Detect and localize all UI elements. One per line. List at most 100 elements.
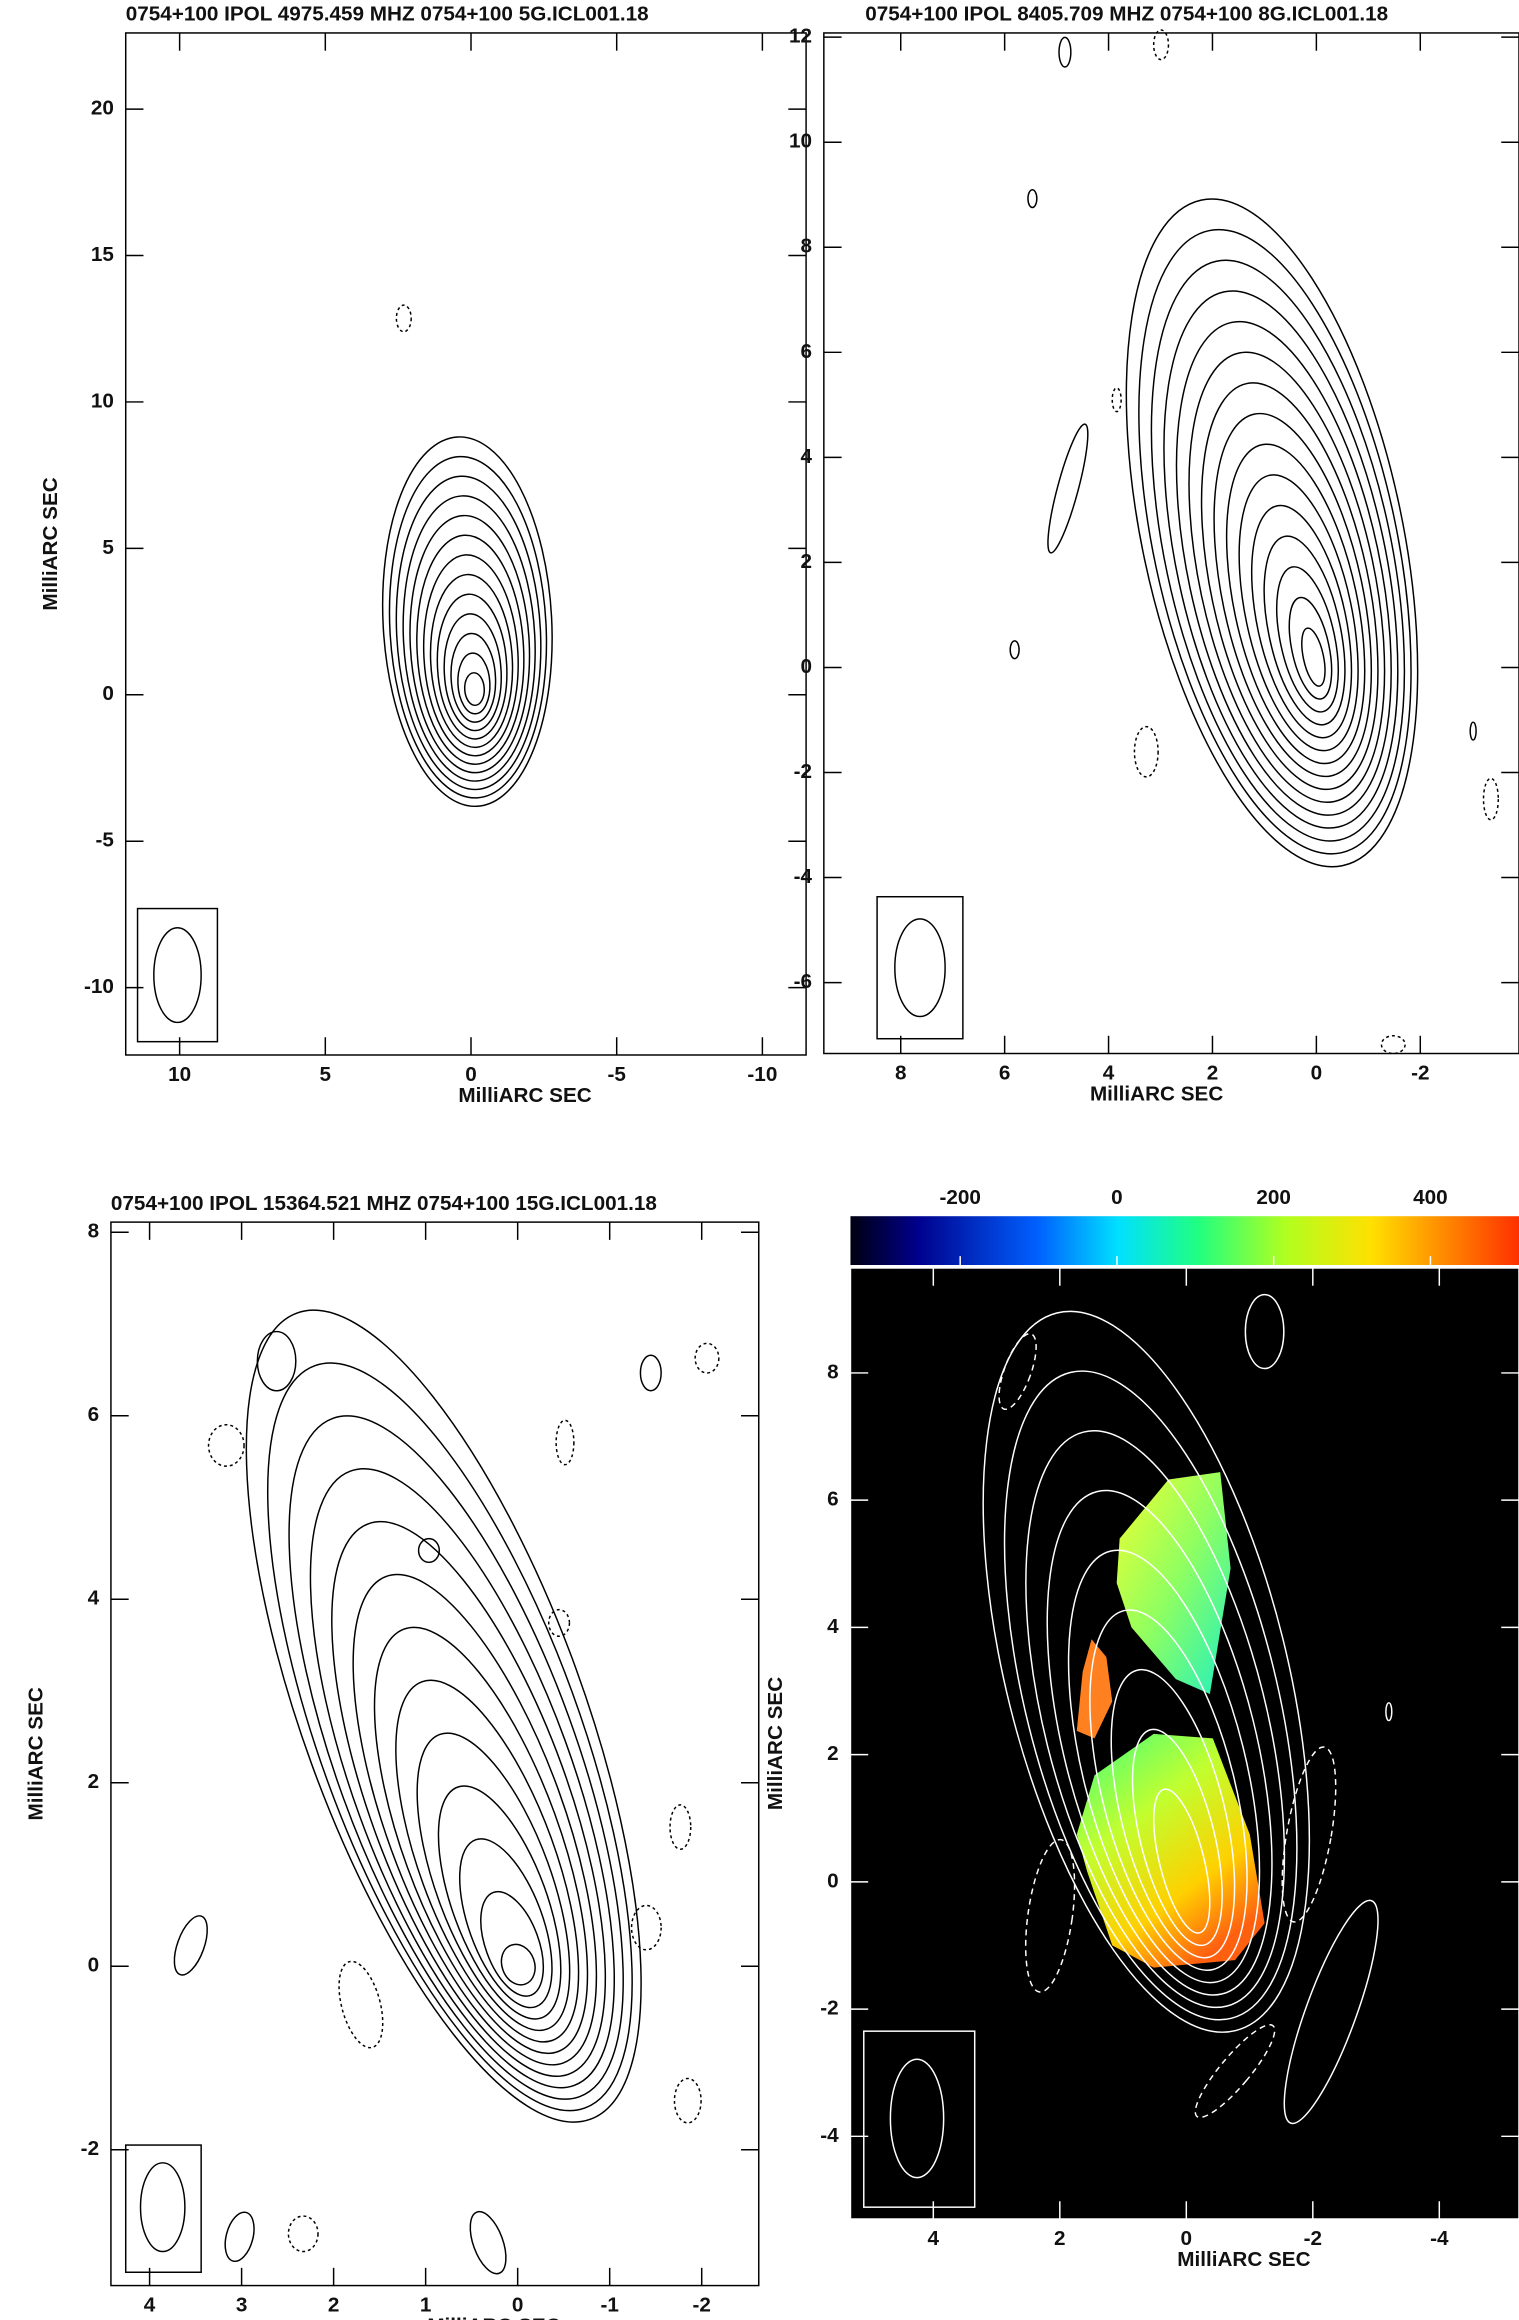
page: 1050-5-10-10-5051015200754+100 IPOL 4975… <box>0 0 1519 2320</box>
contour <box>1106 238 1450 864</box>
beam <box>141 2163 185 2252</box>
x-tick-label: 2 <box>1054 2227 1066 2250</box>
y-axis-label: MilliARC SEC <box>764 1677 787 1810</box>
contour <box>1010 641 1019 659</box>
x-axis-label: MilliARC SEC <box>458 1084 591 1107</box>
contour <box>396 305 411 332</box>
x-tick-label: -10 <box>747 1063 777 1086</box>
colorbar-tick-label: 200 <box>1256 1186 1291 1209</box>
x-tick-label: 10 <box>168 1063 191 1086</box>
y-axis-label: MilliARC SEC <box>39 477 62 610</box>
contour <box>275 1490 662 2108</box>
x-tick-label: -2 <box>1304 2227 1322 2250</box>
beam <box>895 919 945 1017</box>
colorbar-tick-label: -200 <box>939 1186 980 1209</box>
y-tick-label: 6 <box>800 340 812 363</box>
y-tick-label: -4 <box>794 865 813 888</box>
y-tick-label: 8 <box>827 1360 839 1383</box>
contour <box>1138 303 1430 835</box>
contour <box>1154 335 1420 820</box>
contour <box>330 1602 631 2078</box>
x-tick-label: 0 <box>512 2294 524 2317</box>
x-tick-label: 4 <box>928 2227 940 2250</box>
contour <box>441 1827 571 2019</box>
x-tick-label: 4 <box>144 2294 156 2317</box>
y-tick-label: 8 <box>800 235 812 258</box>
contour <box>331 1957 391 2053</box>
y-tick-label: 4 <box>800 445 812 468</box>
x-tick-label: -4 <box>1430 2227 1449 2250</box>
x-tick-label: 1 <box>420 2294 432 2317</box>
contour <box>1134 727 1158 777</box>
contour <box>386 1715 602 2049</box>
contour <box>1041 422 1095 556</box>
y-tick-label: 4 <box>827 1615 839 1638</box>
y-tick-label: -10 <box>84 975 114 998</box>
y-tick-label: 10 <box>789 130 812 153</box>
panel-title: 0754+100 IPOL 15364.521 MHZ 0754+100 15G… <box>111 1192 657 1215</box>
y-tick-label: 0 <box>88 1954 100 1977</box>
contour <box>674 2078 701 2122</box>
y-tick-label: -5 <box>95 829 113 852</box>
contour <box>193 1321 708 2152</box>
colorbar-tick-label: 0 <box>1111 1186 1123 1209</box>
contour <box>1154 30 1169 60</box>
x-tick-label: 0 <box>465 1063 477 1086</box>
contour <box>695 1343 719 1373</box>
x-tick-label: 5 <box>320 1063 332 1086</box>
y-tick-label: 2 <box>827 1742 839 1765</box>
y-tick-label: 12 <box>789 25 812 48</box>
x-tick-label: 4 <box>1103 1062 1115 1085</box>
y-axis-label: MilliARC SEC <box>24 1687 47 1820</box>
contour <box>220 2209 259 2264</box>
y-tick-label: 6 <box>827 1488 839 1511</box>
contour <box>468 1883 555 2004</box>
y-tick-label: 4 <box>88 1587 100 1610</box>
contour <box>165 1265 722 2167</box>
x-tick-label: 2 <box>1207 1062 1219 1085</box>
x-axis-label: MilliARC SEC <box>1090 1082 1223 1105</box>
panel-title: 0754+100 IPOL 4975.459 MHZ 0754+100 5G.I… <box>126 3 649 26</box>
y-tick-label: 15 <box>91 243 114 266</box>
y-tick-label: 0 <box>827 1869 839 1892</box>
contour <box>1265 561 1349 717</box>
contour <box>640 1355 661 1390</box>
figure: 1050-5-10-10-5051015200754+100 IPOL 4975… <box>0 0 1519 2320</box>
contour <box>257 1332 295 1391</box>
contour <box>1470 722 1476 740</box>
beam-box <box>126 2145 201 2272</box>
contour <box>303 1546 647 2093</box>
contour <box>670 1805 691 1849</box>
y-tick-label: 10 <box>91 389 114 412</box>
contour <box>449 632 498 723</box>
y-tick-label: -2 <box>81 2137 99 2160</box>
y-tick-label: -2 <box>820 1997 838 2020</box>
x-tick-label: 8 <box>895 1062 907 1085</box>
contour <box>220 1377 692 2137</box>
plot-frame <box>111 1222 759 2285</box>
beam <box>154 928 201 1023</box>
x-tick-label: 0 <box>1311 1062 1323 1085</box>
y-tick-label: -4 <box>820 2124 839 2147</box>
contour <box>168 1912 214 1979</box>
x-tick-label: 6 <box>999 1062 1011 1085</box>
y-tick-label: 6 <box>88 1403 100 1426</box>
panel-title: 0754+100 IPOL 8405.709 MHZ 0754+100 8G.I… <box>865 3 1388 26</box>
x-tick-label: 0 <box>1181 2227 1193 2250</box>
contour <box>1202 432 1390 776</box>
contour <box>396 493 542 785</box>
contour <box>1381 1036 1405 1054</box>
x-tick-label: -1 <box>600 2294 618 2317</box>
backgrounds <box>850 1216 1519 2219</box>
contour <box>1281 594 1339 703</box>
x-tick-label: 3 <box>236 2294 248 2317</box>
y-tick-label: 2 <box>88 1770 100 1793</box>
x-tick-label: -2 <box>1411 1062 1429 1085</box>
y-tick-label: 0 <box>800 655 812 678</box>
contour <box>464 672 485 706</box>
contour <box>463 2207 513 2278</box>
y-tick-label: 20 <box>91 97 114 120</box>
y-tick-label: 2 <box>800 550 812 573</box>
colorbar <box>850 1216 1519 1265</box>
contour <box>1484 778 1499 819</box>
